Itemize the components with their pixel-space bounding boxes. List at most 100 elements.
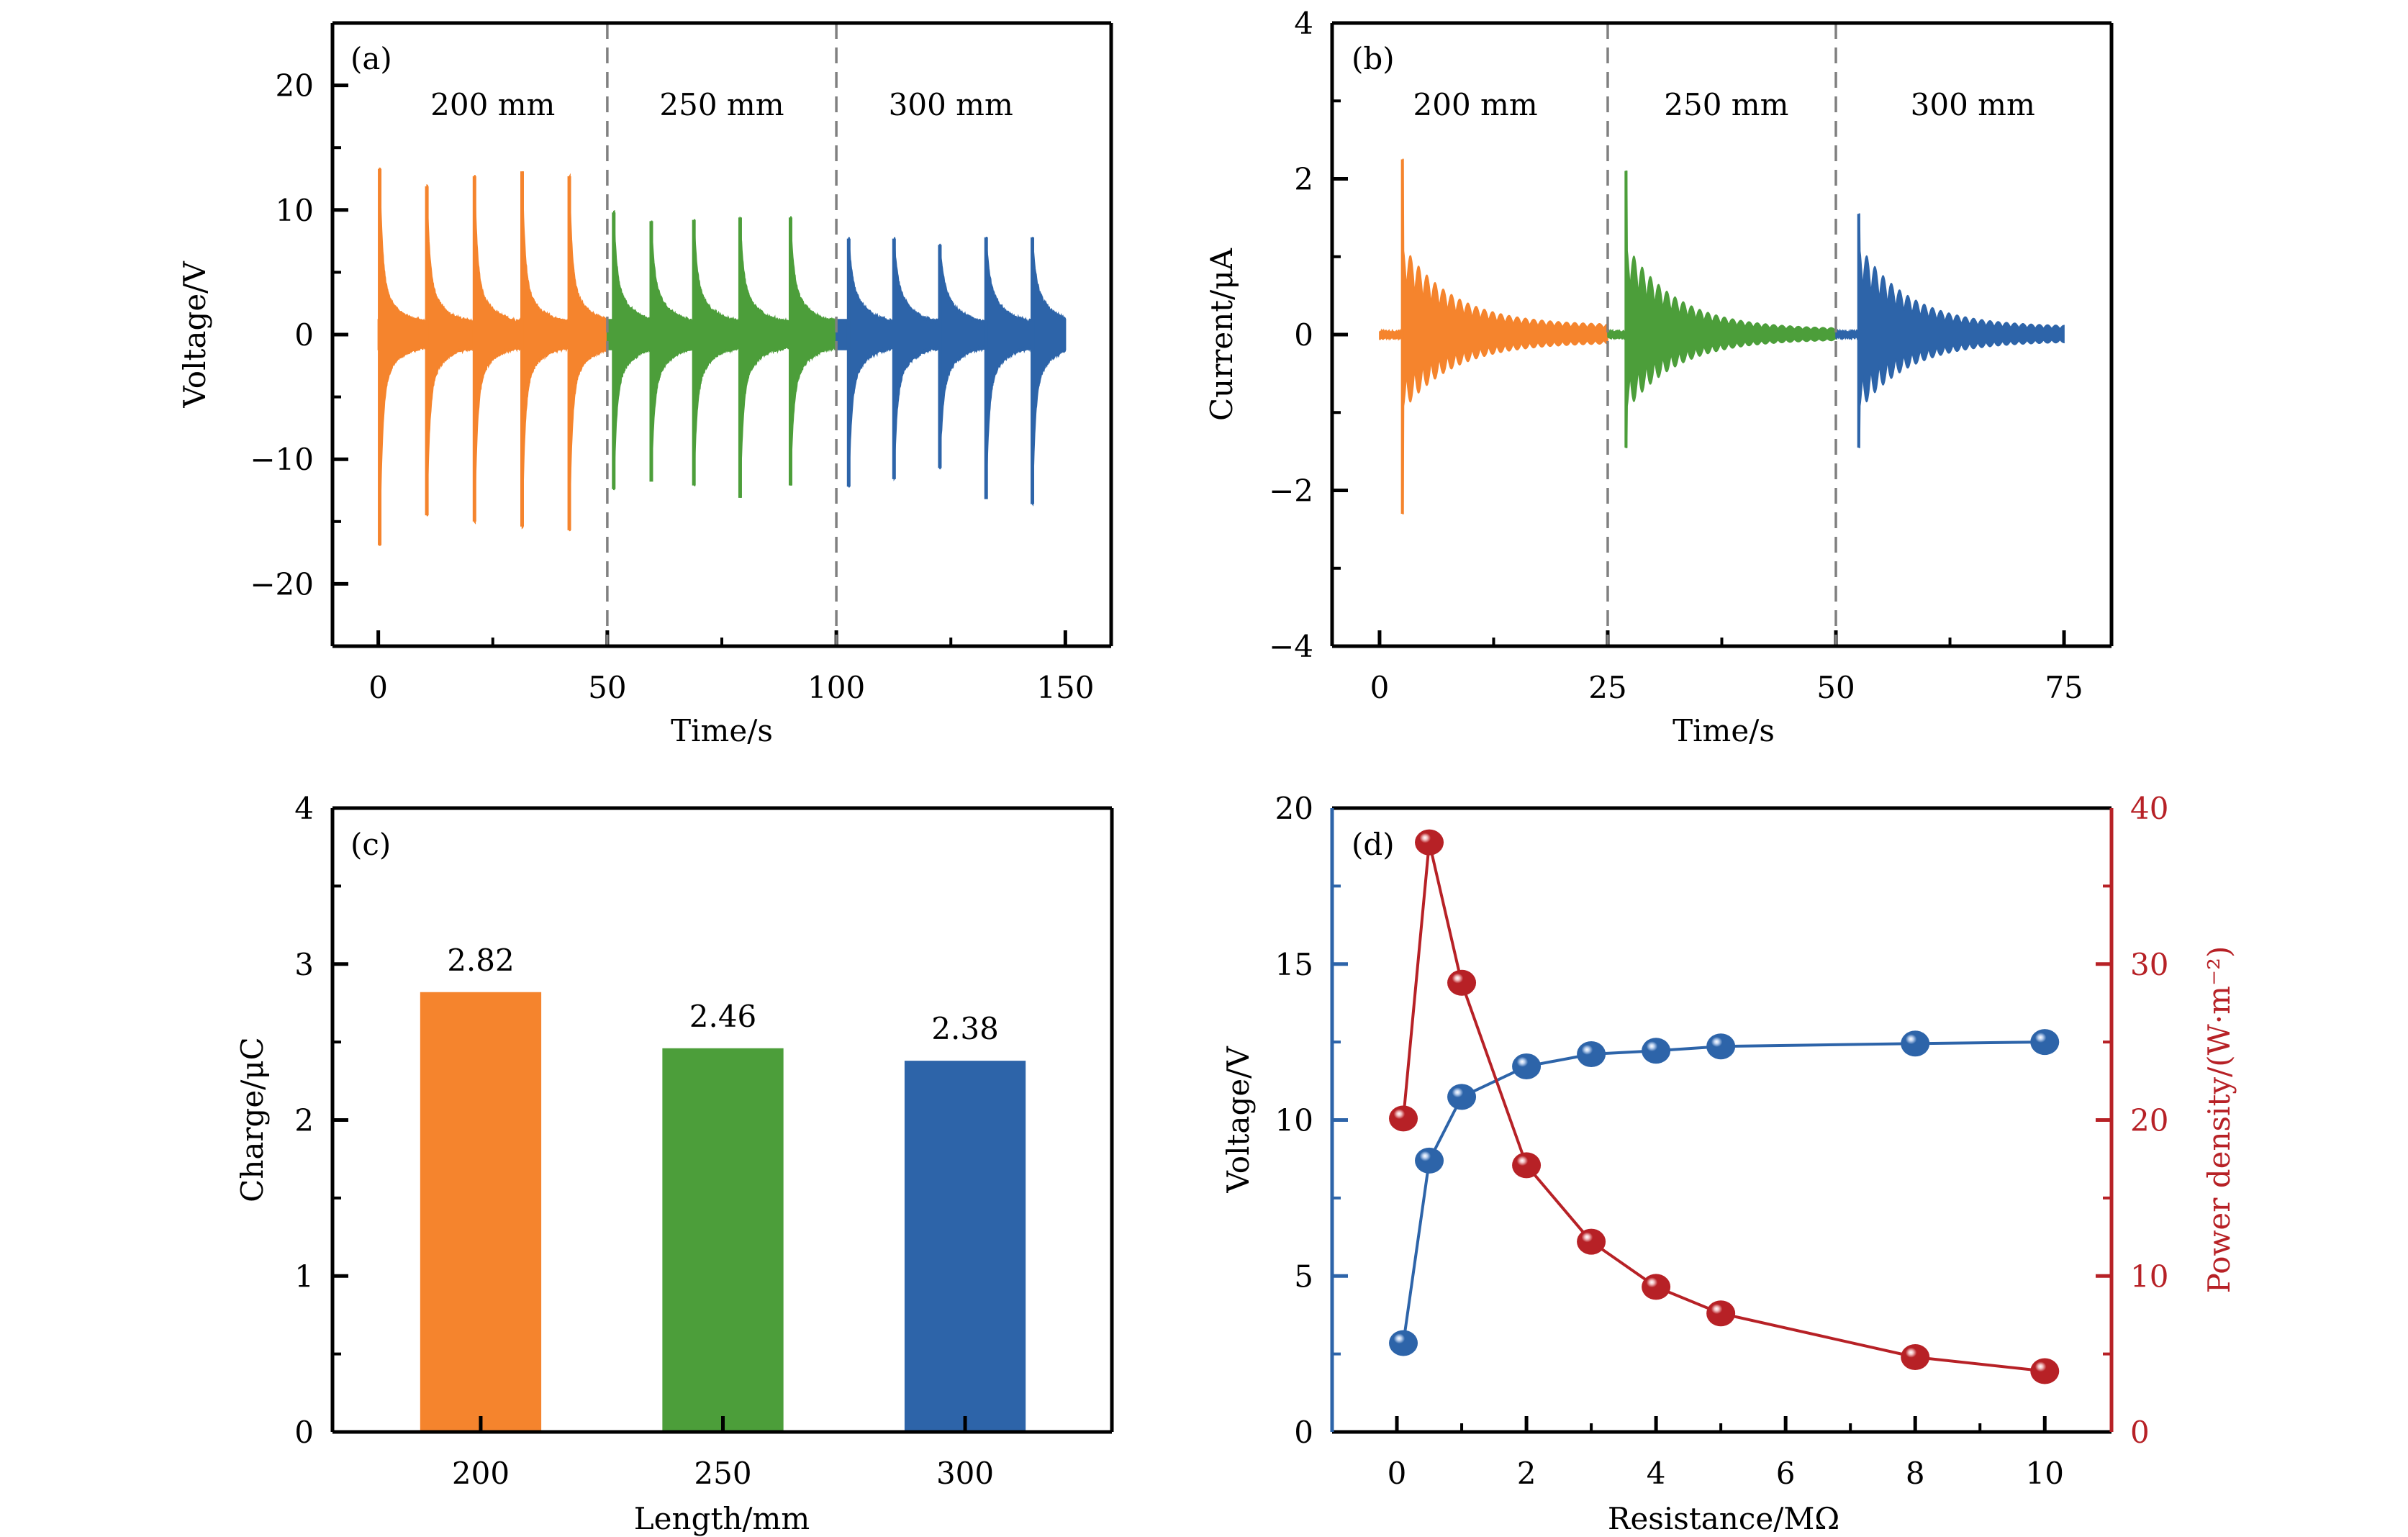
panel-b-x-axis-title: Time/s: [1673, 713, 1775, 748]
y-tick-label: 2: [1294, 162, 1313, 197]
series-250-mm-signal: [606, 209, 838, 499]
y-tick-label: 20: [276, 68, 314, 104]
panel-a-plot-area: 0 50 100 150 −20 −10 0 10 20 200 mm 250 mm 300 mm: [250, 21, 1113, 705]
panel-d-y2-axis-title: Power density/(W·m⁻²): [2201, 946, 2237, 1294]
voltage-data-point: [1642, 1038, 1671, 1064]
x-tick-label: 250: [694, 1456, 751, 1491]
x-tick-label: 25: [1588, 670, 1626, 705]
bar-200: [420, 992, 542, 1432]
panel-d-y-axis-title: Voltage/V: [1221, 1046, 1256, 1194]
panel-c-x-axis-title: Length/mm: [634, 1501, 810, 1536]
panel-b-y-axis-title: Current/μA: [1204, 248, 1239, 421]
panel-a-y-axis-title: Voltage/V: [177, 261, 212, 409]
series-200-mm-signal: [377, 167, 608, 546]
voltage-data-point: [1512, 1053, 1542, 1079]
y-tick-label: 4: [1294, 6, 1313, 41]
x-tick-label: 50: [1816, 670, 1855, 705]
power-density-data-point: [1901, 1343, 1930, 1370]
y-tick-label: −20: [250, 566, 314, 602]
bar-value-label: 2.38: [931, 1011, 999, 1046]
voltage-data-point: [1901, 1030, 1930, 1057]
y-tick-label: 0: [294, 317, 314, 353]
power-density-data-point: [1706, 1300, 1736, 1327]
panel-b-current-time: 0 25 50 75 −4 −2 0 2 4 200 mm 250 mm 300 mm (b) Tim…: [1204, 6, 2114, 748]
bar-250: [662, 1048, 784, 1432]
panel-d-label: (d): [1352, 827, 1395, 862]
region-label: 250 mm: [659, 87, 784, 122]
x-tick-label: 8: [1906, 1456, 1925, 1491]
power-density-data-point: [2030, 1358, 2060, 1384]
y-tick-label: 0: [1294, 317, 1313, 353]
x-tick-label: 0: [368, 670, 388, 705]
y2-tick-label: 30: [2130, 947, 2168, 982]
x-tick-label: 300: [936, 1456, 994, 1491]
power-density-data-point: [1642, 1274, 1671, 1300]
y2-tick-label: 20: [2130, 1103, 2168, 1138]
y-tick-label: 4: [294, 791, 314, 826]
x-tick-label: 4: [1647, 1456, 1666, 1491]
panel-d-plot-area: 0 2 4 6 8 10 0 5 10 15 20 0 10 20 30 40: [1275, 791, 2169, 1491]
panel-a-label: (a): [350, 41, 392, 76]
power-density-data-point: [1577, 1228, 1606, 1255]
region-label: 200 mm: [430, 87, 555, 122]
panel-b-label: (b): [1352, 41, 1395, 76]
y-tick-label: 5: [1294, 1259, 1313, 1294]
voltage-data-point: [1447, 1084, 1477, 1110]
x-tick-label: 0: [1388, 1456, 1407, 1491]
series-250-mm-current: [1607, 170, 1837, 448]
power-density-data-point: [1512, 1152, 1542, 1179]
series-300-mm-signal: [836, 236, 1067, 507]
panel-c-label: (c): [350, 827, 391, 862]
x-tick-label: 200: [452, 1456, 510, 1491]
y-tick-label: 0: [1294, 1415, 1313, 1450]
x-tick-label: 6: [1776, 1456, 1796, 1491]
y-tick-label: 20: [1275, 791, 1313, 826]
bar-value-label: 2.46: [689, 999, 757, 1034]
bar-value-label: 2.82: [447, 943, 515, 978]
panel-b-plot-area: 0 25 50 75 −4 −2 0 2 4 200 mm 250 mm 300 mm: [1269, 6, 2114, 705]
voltage-data-point: [1577, 1041, 1606, 1068]
panel-c-plot-area: 0 1 2 3 4 2.82 200 2.46 250 2.38 300: [294, 791, 1114, 1491]
x-tick-label: 10: [2026, 1456, 2064, 1491]
y-tick-label: 0: [294, 1415, 314, 1450]
panel-c-y-axis-title: Charge/μC: [235, 1037, 270, 1202]
y-tick-label: 10: [276, 193, 314, 228]
region-label: 300 mm: [1911, 87, 2035, 122]
panel-d-resistance: 0 2 4 6 8 10 0 5 10 15 20 0 10 20 30 40 (d) Resistance/…: [1221, 791, 2237, 1536]
region-label: 200 mm: [1413, 87, 1538, 122]
y-tick-label: −2: [1269, 473, 1313, 509]
x-tick-label: 100: [807, 670, 865, 705]
power-density-data-point: [1389, 1105, 1418, 1132]
series-200-mm-current: [1379, 158, 1608, 514]
series-300-mm-current: [1835, 213, 2065, 448]
y-tick-label: 10: [1275, 1103, 1313, 1138]
power-density-data-point: [1447, 969, 1477, 996]
x-tick-label: 50: [588, 670, 626, 705]
series-line-power-density: [1402, 842, 2045, 1373]
y-tick-label: −10: [250, 442, 314, 477]
voltage-data-point: [1415, 1147, 1444, 1174]
panel-a-x-axis-title: Time/s: [671, 713, 773, 748]
y-tick-label: 15: [1275, 947, 1313, 982]
voltage-data-point: [1706, 1033, 1736, 1060]
region-label: 300 mm: [889, 87, 1013, 122]
region-label: 250 mm: [1664, 87, 1788, 122]
x-tick-label: 0: [1370, 670, 1390, 705]
bar-300: [904, 1061, 1026, 1432]
y-tick-label: −4: [1269, 629, 1313, 664]
y2-tick-label: 40: [2130, 791, 2168, 826]
x-tick-label: 75: [2045, 670, 2083, 705]
y2-tick-label: 0: [2130, 1415, 2150, 1450]
power-density-data-point: [1415, 829, 1444, 856]
panel-c-charge-bar: 0 1 2 3 4 2.82 200 2.46 250 2.38 300 (c) Length/mm…: [235, 791, 1114, 1536]
panel-d-x-axis-title: Resistance/MΩ: [1608, 1501, 1839, 1536]
x-tick-label: 150: [1036, 670, 1094, 705]
voltage-data-point: [2030, 1029, 2060, 1056]
x-tick-label: 2: [1517, 1456, 1536, 1491]
voltage-data-point: [1389, 1330, 1418, 1356]
y-tick-label: 2: [294, 1103, 314, 1138]
y-tick-label: 1: [294, 1259, 314, 1294]
y2-tick-label: 10: [2130, 1259, 2168, 1294]
y-tick-label: 3: [294, 947, 314, 982]
